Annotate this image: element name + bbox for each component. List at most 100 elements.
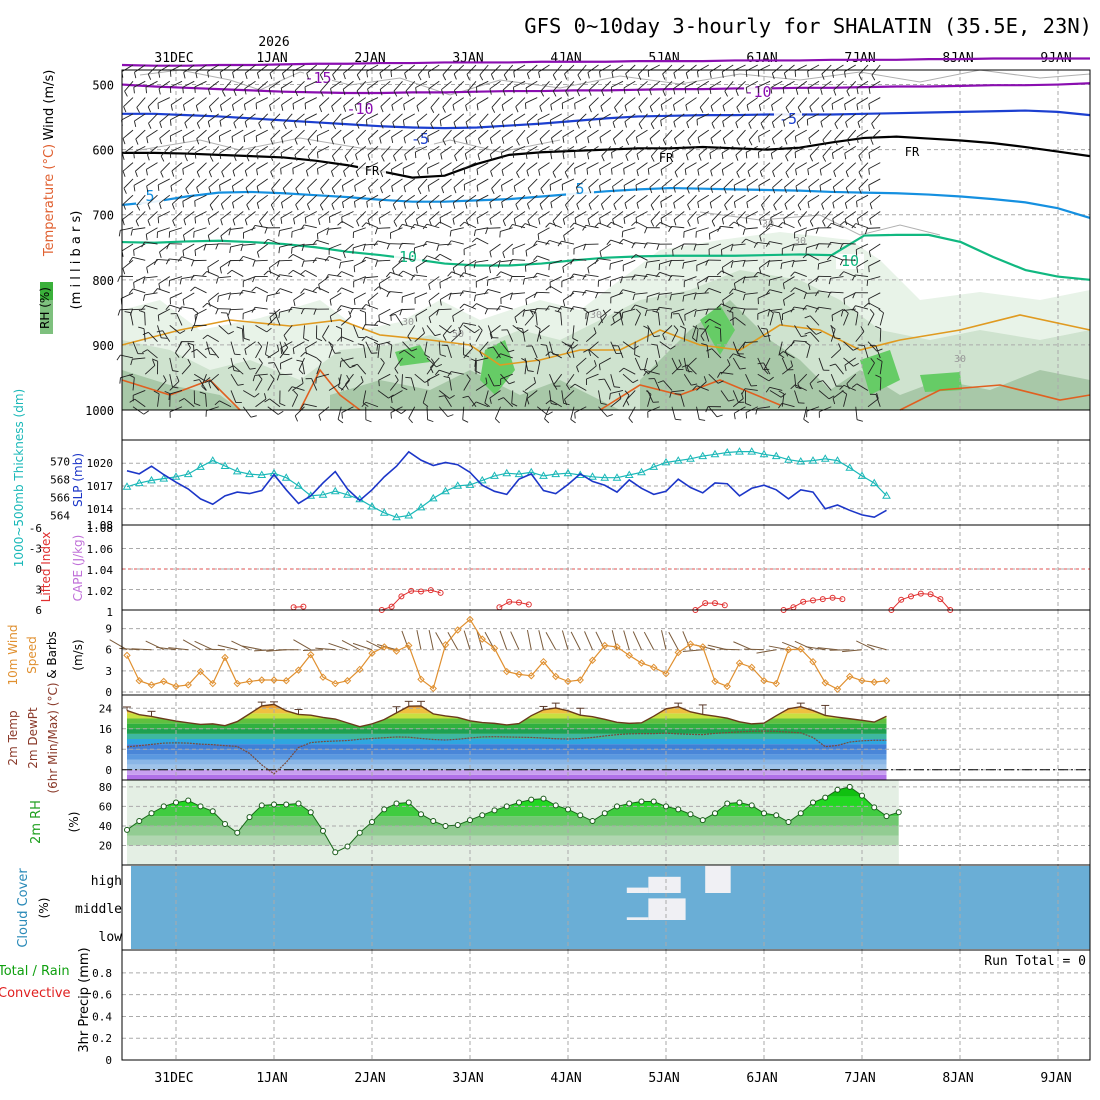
wind-barb-flag xyxy=(449,329,456,334)
wind-barb-shaft xyxy=(822,129,832,141)
wind-barb-shaft xyxy=(502,243,514,253)
wind-barb-flag xyxy=(599,169,601,176)
wind-barb-flag xyxy=(208,187,212,194)
wind-speed-line xyxy=(126,618,887,690)
wind-barb-flag xyxy=(657,380,664,384)
wind-barb-shaft xyxy=(133,145,146,153)
wind-barb-flag xyxy=(219,120,222,127)
wind-barb-shaft xyxy=(757,357,764,370)
rh-point xyxy=(467,817,473,824)
wind-barb-shaft xyxy=(549,390,552,404)
wind-barb-shaft xyxy=(428,146,440,154)
wind-barb-shaft xyxy=(144,365,156,375)
wind-barb-shaft xyxy=(588,113,599,123)
wind-barb-shaft xyxy=(502,129,514,139)
wind-barb-shaft xyxy=(134,113,146,122)
wind-barb-shaft xyxy=(283,113,293,124)
wind-barb-flag xyxy=(362,324,366,331)
wind-barb-shaft xyxy=(380,97,391,107)
wind-barb-flag xyxy=(390,169,393,176)
wind-barb-shaft xyxy=(709,318,722,326)
wind-barb-shaft xyxy=(171,162,183,172)
wind-barb-flag xyxy=(582,274,587,281)
thickness-point xyxy=(624,470,634,478)
wind-barb-shaft xyxy=(611,64,624,73)
wind-barb-flag xyxy=(733,413,736,420)
wind-barb-shaft xyxy=(576,80,587,91)
wind-barb-shaft xyxy=(220,97,232,106)
wind-barb-shaft xyxy=(442,97,452,108)
label-cloud-units: (%) xyxy=(37,898,51,919)
wind-barb-shaft xyxy=(735,146,746,156)
wind-barb-shaft xyxy=(683,227,697,233)
wind-barb-shaft xyxy=(244,97,256,105)
wind-barb-flag xyxy=(525,152,528,159)
isotherm-20 xyxy=(299,368,361,411)
wind-barb-shaft xyxy=(218,325,229,335)
wind-barb-shaft xyxy=(426,357,437,368)
wind-barb-flag xyxy=(158,283,161,290)
wind-barb-shaft xyxy=(761,194,771,206)
wind-barb-flag xyxy=(633,345,639,350)
wind-barb-flag xyxy=(392,122,396,129)
wind-barb-shaft xyxy=(368,129,379,140)
wind-barb-flag xyxy=(476,201,478,208)
wind-barb-shaft xyxy=(267,292,281,297)
wind-barb-shaft xyxy=(492,346,501,359)
wind-barb-flag xyxy=(398,349,405,354)
wind-barb-flag xyxy=(730,245,733,252)
rh-point xyxy=(773,812,780,819)
wind-barb-flag xyxy=(354,185,357,192)
rh-point xyxy=(369,819,375,826)
wind-barb-shaft xyxy=(132,308,146,311)
label-2m-dewpt: 2m DewPt xyxy=(26,707,40,769)
wind-barb-shaft xyxy=(794,325,802,337)
wind-barb-shaft xyxy=(842,259,856,261)
wind-barb-flag xyxy=(742,277,746,284)
wind-barb-flag xyxy=(575,187,579,194)
label-2m-rh: 2m RH xyxy=(29,800,44,844)
li-tick-label: 3 xyxy=(35,584,42,597)
wind-barb-shaft xyxy=(365,276,379,279)
wind-barb-flag xyxy=(643,242,648,249)
wind-barb-flag xyxy=(416,105,420,112)
thickness-tick-label: 568 xyxy=(50,474,70,487)
label-millibars: (m i l l i b a r s) xyxy=(69,211,84,310)
wind-barb-flag xyxy=(701,343,708,346)
wind-barb-flag xyxy=(574,412,576,419)
wind-barb-flag xyxy=(165,258,170,265)
wind-tick-label: 3 xyxy=(105,665,112,678)
wind-barb-flag xyxy=(760,327,768,330)
wind-barb-flag xyxy=(851,274,856,281)
rh-point xyxy=(810,799,816,806)
wind-barb-flag xyxy=(771,73,775,80)
wind-barb-shaft xyxy=(757,271,771,277)
wind-barb-flag xyxy=(534,325,541,330)
wind-barb-shaft xyxy=(438,308,452,311)
wind-barb-flag xyxy=(489,202,492,209)
wind-barb-shaft xyxy=(269,398,281,408)
wind-barb-shaft xyxy=(588,97,599,107)
wind-barb xyxy=(254,649,275,652)
wind-speed-point xyxy=(258,676,266,684)
wind-barb-flag xyxy=(869,309,875,315)
wind-barb-shaft xyxy=(540,178,550,189)
wind-barb-flag xyxy=(459,272,464,278)
wind-barb-shaft xyxy=(830,241,844,245)
wind-barb-shaft xyxy=(793,259,807,262)
wind-barb-shaft xyxy=(855,312,859,326)
wind-barb-shaft xyxy=(695,308,709,312)
wind-barb-flag xyxy=(178,341,182,348)
wind-barb-shaft xyxy=(477,146,489,155)
wind-barb-shaft xyxy=(362,390,367,404)
wind-barb-shaft xyxy=(269,80,281,90)
wind-barb-flag xyxy=(856,218,860,225)
wind-barb-flag xyxy=(636,136,638,143)
rh-point xyxy=(822,794,829,801)
temp-tick-label: 24 xyxy=(99,702,113,715)
wind-barb-shaft xyxy=(783,351,795,359)
wind-barb-flag xyxy=(146,267,149,274)
wind-barb-flag xyxy=(736,139,740,146)
wind-barb-flag xyxy=(588,106,592,113)
